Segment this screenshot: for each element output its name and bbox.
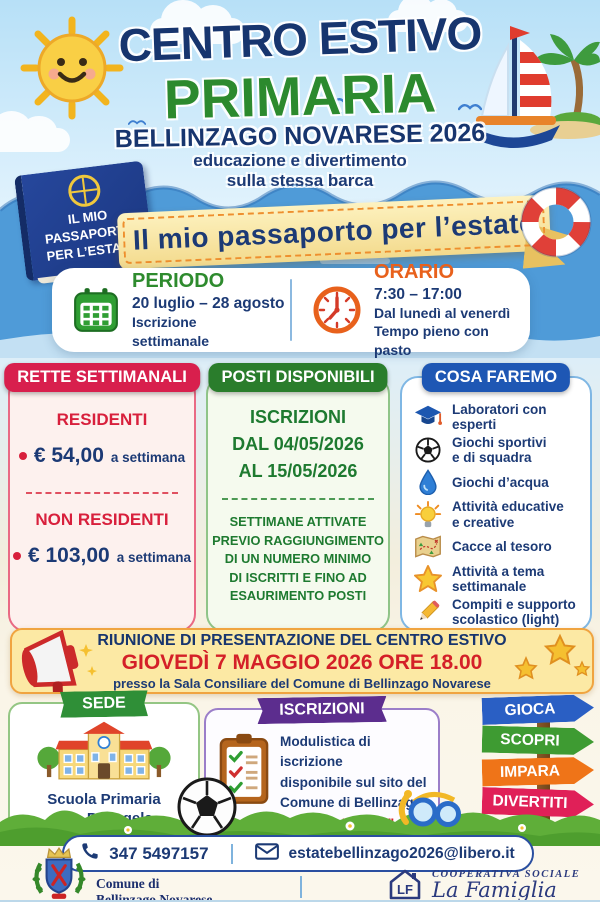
bullet-dot [12, 552, 21, 560]
water-drop-icon [414, 468, 442, 496]
meeting-banner: RIUNIONE DI PRESENTAZIONE DEL CENTRO EST… [10, 628, 594, 694]
meeting-title: RIUNIONE DI PRESENTAZIONE DEL CENTRO EST… [97, 631, 507, 649]
cooperative-type: COOPERATIVA SOCIALE [432, 869, 581, 880]
email-address: estatebellinzago2026@libero.it [288, 844, 515, 862]
residenti-label: RESIDENTI [56, 410, 148, 429]
school-illustration [10, 720, 198, 789]
non-residenti-unit: a settimana [116, 550, 192, 565]
posti-header: POSTI DISPONIBILI [208, 363, 388, 392]
sun-icon [20, 16, 124, 120]
cloud [388, 0, 468, 32]
meeting-date: GIOVEDÌ 7 MAGGIO 2026 ORE 18.00 [121, 650, 483, 674]
activity-item: Cacce al tesoro [414, 533, 584, 561]
envelope-icon [254, 842, 279, 865]
ribbon-text: Il mio passaporto per l’estate [132, 207, 536, 256]
cosa-faremo-header: COSA FAREMO [421, 363, 571, 392]
dashed-divider [222, 498, 374, 500]
signpost: GIOCA SCOPRI IMPARA DIVERTITI [480, 694, 598, 839]
megaphone-icon [16, 629, 100, 700]
star-icon [414, 565, 442, 593]
activity-item: Laboratori con esperti [414, 402, 584, 432]
comune-crest-icon [30, 845, 88, 900]
cloud [0, 111, 70, 152]
orario-label: ORARIO [374, 261, 454, 284]
activity-item: Compiti e supporto scolastico (light) [414, 597, 584, 627]
activity-item: Attività educative e creative [414, 499, 584, 530]
sign-gioca: GIOCA [482, 694, 595, 725]
iscrizioni-dates: ISCRIZIONI DAL 04/05/2026 AL 15/05/2026 [232, 407, 364, 481]
orario-hours: 7:30 – 17:00 [374, 286, 462, 304]
lf-badge: LF [397, 882, 413, 897]
sailboat-icon [450, 18, 600, 193]
posti-note: SETTIMANE ATTIVATE PREVIO RAGGIUNGIMENTO… [212, 514, 384, 604]
rette-header: RETTE SETTIMANALI [4, 363, 200, 392]
iscrizioni-header: ISCRIZIONI [257, 696, 387, 724]
poster-subtitle-line2: sulla stessa barca [226, 171, 374, 190]
stars-decoration [508, 632, 592, 690]
soccer-ball-illustration [176, 776, 238, 838]
pencil-icon [414, 598, 442, 626]
dashed-divider [26, 492, 178, 494]
non-residenti-price-row: € 103,00 a settimana [10, 544, 194, 568]
cosa-faremo-card: COSA FAREMO Laboratori con esperti Gioch… [400, 363, 592, 633]
info-columns: RETTE SETTIMANALI RESIDENTI € 54,00 a se… [4, 363, 592, 633]
bird-icon [321, 92, 347, 105]
divider [290, 279, 292, 341]
orario-section: ORARIO 7:30 – 17:00 Dal lunedì al venerd… [292, 261, 530, 359]
contact-bar: 347 5497157 estatebellinzago2026@libero.… [62, 835, 534, 872]
lightbulb-icon [414, 500, 442, 529]
soccer-ball-icon [414, 436, 442, 464]
snorkel-goggles-icon [398, 784, 464, 830]
bird-icon [457, 98, 483, 111]
periodo-dates: 20 luglio – 28 agosto [132, 295, 285, 313]
phone-number: 347 5497157 [109, 843, 209, 863]
periodo-details: Iscrizione settimanale [132, 314, 210, 349]
non-residenti-label: NON RESIDENTI [35, 510, 169, 529]
cooperative-logo: COOPERATIVA SOCIALE La Famiglia [432, 869, 581, 902]
sede-header: SEDE [60, 690, 148, 718]
comune-name: Comune di Bellinzago Novarese [96, 876, 213, 902]
bird-icon [127, 112, 147, 125]
phone-icon [81, 842, 99, 865]
lifebuoy-icon [516, 182, 596, 262]
cooperative-name: La Famiglia [432, 878, 557, 902]
sign-impara: IMPARA [482, 757, 595, 787]
graduation-cap-icon [414, 403, 442, 431]
residenti-price-row: € 54,00 a settimana [10, 444, 194, 468]
residenti-price: € 54,00 [33, 444, 104, 467]
bullet-dot [18, 452, 27, 460]
lf-house-icon: LF [386, 868, 424, 900]
clock-icon [312, 285, 362, 335]
treasure-map-icon [414, 533, 442, 561]
non-residenti-price: € 103,00 [27, 544, 110, 567]
orario-details: Dal lunedì al venerdì Tempo pieno con pa… [374, 305, 511, 358]
activity-item: Giochi d’acqua [414, 468, 584, 496]
globe-icon [66, 172, 103, 209]
schedule-card: PERIODO 20 luglio – 28 agosto Iscrizione… [52, 261, 530, 358]
rette-card: RETTE SETTIMANALI RESIDENTI € 54,00 a se… [4, 363, 200, 633]
activity-item: Attività a tema settimanale [414, 564, 584, 594]
meeting-place: presso la Sala Consiliare del Comune di … [113, 675, 491, 691]
clipboard-icon [218, 732, 270, 811]
activity-item: Giochi sportivi e di squadra [414, 435, 584, 465]
divider [230, 843, 233, 864]
posti-card: POSTI DISPONIBILI ISCRIZIONI DAL 04/05/2… [206, 363, 390, 633]
calendar-icon [72, 286, 120, 334]
periodo-label: PERIODO [132, 270, 225, 293]
sign-scopri: SCOPRI [482, 726, 595, 756]
periodo-section: PERIODO 20 luglio – 28 agosto Iscrizione… [52, 270, 290, 349]
residenti-unit: a settimana [110, 450, 186, 465]
cloud [150, 0, 245, 44]
poster-subtitle-line1: educazione e divertimento [193, 151, 407, 170]
divider [300, 876, 302, 898]
